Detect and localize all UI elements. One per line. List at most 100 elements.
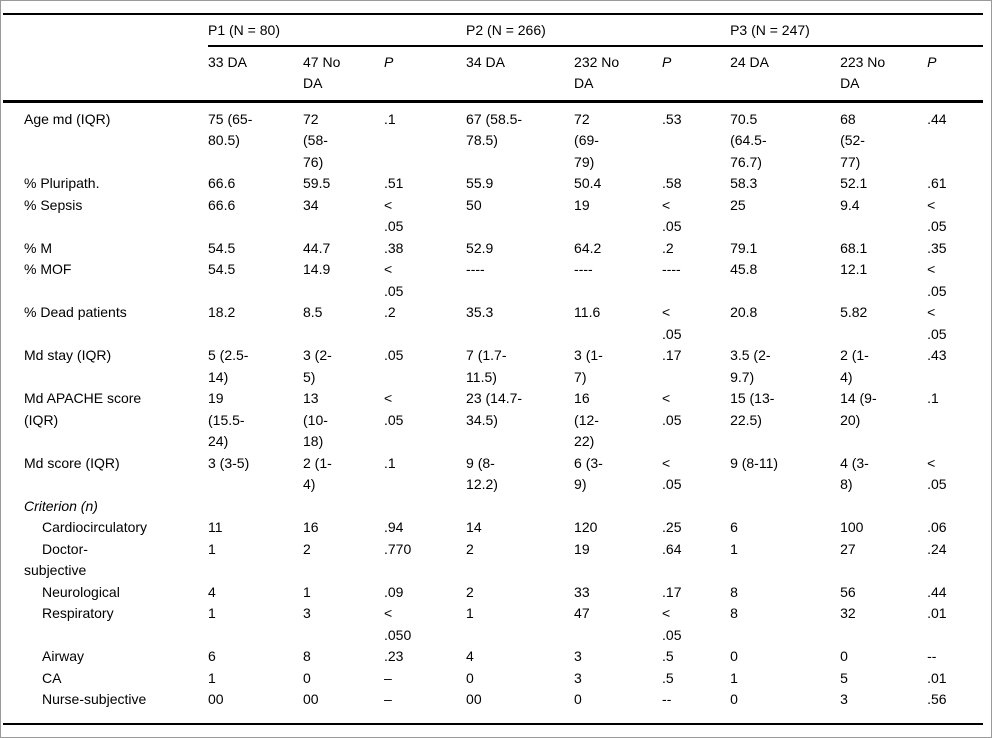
table-cell: 8: [730, 583, 738, 600]
table-cell: 79.1: [730, 239, 758, 256]
table-cell: 67 (58.5- 78.5): [466, 110, 523, 149]
table-row: % M 54.5 44.7 .38 52.9 64.2 .2 79.1 68.1 .35: [3, 238, 983, 260]
table-cell: 00: [466, 691, 482, 707]
table-cell: .2: [384, 304, 396, 320]
table-cell: 9 (8- 12.2): [466, 454, 498, 493]
table-cell: 50: [466, 196, 482, 213]
table-body: Age md (IQR) 75 (65- 80.5) 72 (58- 76) .1 67…: [3, 101, 983, 724]
row-label: Respiratory: [42, 605, 114, 621]
results-table: P1 (N = 80) P2 (N = 266) P3 (N = 247) 33…: [3, 13, 984, 725]
table-cell: 8: [730, 605, 738, 621]
group-header-p2: P2 (N = 266): [466, 13, 731, 47]
column-header-p2-noda: 232 No DA: [574, 45, 663, 103]
table-cell: .05: [384, 347, 404, 363]
table-row: Cardiocirculatory 11 16 .94 14 120 .25 6 100 .06: [3, 517, 983, 539]
table-cell: 3: [303, 605, 311, 621]
subheader-row: 33 DA 47 No DA P 34 DA 232 No DA P 24 DA…: [3, 45, 984, 103]
table-cell: .5: [662, 648, 674, 664]
table-cell: –: [384, 669, 392, 686]
table-cell: < .05: [927, 304, 947, 342]
table-cell: 6: [208, 648, 216, 664]
table-cell: 68.1: [840, 239, 868, 256]
table-cell: < .050: [384, 605, 412, 643]
table-cell: 70.5 (64.5- 76.7): [730, 110, 767, 170]
table-cell: 0: [730, 691, 738, 707]
table-cell: < .05: [384, 390, 404, 428]
table-cell: .17: [662, 347, 682, 363]
table-cell: 66.6: [208, 196, 236, 213]
table-cell: < .05: [384, 196, 404, 235]
table-cell: 52.9: [466, 239, 494, 256]
table-cell: –: [384, 691, 392, 707]
column-header-p3-da: 24 DA: [730, 45, 841, 103]
table-cell: 120: [574, 519, 598, 535]
table-header: P1 (N = 80) P2 (N = 266) P3 (N = 247) 33…: [3, 13, 984, 103]
table-cell: 14: [466, 519, 482, 535]
table-cell: 11: [208, 519, 223, 535]
table-cell: 3 (2- 5): [303, 347, 332, 385]
table-cell: .1: [927, 390, 939, 406]
table-cell: 3: [840, 691, 848, 707]
corner-cell-sub: [3, 45, 208, 103]
column-header-p2-p: P: [662, 45, 731, 103]
table-row: Age md (IQR) 75 (65- 80.5) 72 (58- 76) .1 67…: [3, 101, 983, 173]
row-label: % MOF: [24, 261, 72, 277]
table-cell: 52.1: [840, 175, 868, 191]
table-cell: [303, 496, 384, 518]
table-cell: .58: [662, 175, 682, 191]
table-cell: 11.6: [574, 304, 601, 320]
table-cell: 18.2: [208, 304, 236, 320]
table-cell: 9 (8-11): [730, 454, 779, 471]
table-cell: 54.5: [208, 261, 236, 277]
table-cell: 19: [574, 196, 590, 213]
table-cell: 00: [208, 691, 224, 707]
table-cell: 72 (69- 79): [574, 110, 599, 170]
row-label: Cardiocirculatory: [42, 519, 148, 535]
table-cell: 35.3: [466, 304, 494, 320]
table-row: Md score (IQR) 3 (3-5) 2 (1- 4) .1 9 (8- 12.…: [3, 453, 983, 496]
table-cell: [574, 496, 662, 518]
table-cell: 66.6: [208, 175, 236, 191]
row-label: % Pluripath.: [24, 175, 100, 191]
table-cell: [927, 496, 983, 518]
table-cell: 6 (3- 9): [574, 454, 603, 493]
column-header-p1-da: 33 DA: [208, 45, 303, 103]
row-label: Doctor- subjective: [24, 540, 88, 579]
table-row: Criterion (n): [3, 496, 983, 518]
group-header-p3: P3 (N = 247): [730, 13, 984, 47]
table-cell: 1: [466, 605, 474, 621]
table-cell: .1: [384, 454, 396, 471]
table-cell: 45.8: [730, 261, 758, 277]
table-cell: < .05: [662, 196, 682, 235]
table-cell: 12.1: [840, 261, 868, 277]
table-cell: 16: [303, 519, 319, 535]
table-cell: [662, 496, 730, 518]
table-cell: 2: [303, 540, 311, 557]
table-cell: .23: [384, 648, 404, 664]
table-cell: 27: [840, 540, 856, 557]
row-label: % M: [24, 239, 52, 256]
table-row: Nurse-subjective 00 00–00 0 -- 0 3.56: [3, 689, 983, 724]
table-cell: 1: [303, 583, 311, 600]
row-label: CA: [42, 669, 62, 686]
table-cell: < .05: [662, 304, 682, 342]
table-cell: 0: [303, 669, 311, 686]
table-cell: 5.82: [840, 304, 868, 320]
table-cell: ----: [662, 261, 681, 277]
table-cell: 4 (3- 8): [840, 454, 869, 493]
table-cell: 1: [208, 669, 216, 686]
table-cell: 56: [840, 583, 856, 600]
table-cell: < .05: [662, 454, 682, 493]
table-cell: .43: [927, 347, 947, 363]
row-label: Neurological: [42, 583, 120, 600]
table-cell: 0: [466, 669, 474, 686]
column-header-p1-p: P: [384, 45, 467, 103]
table-cell: 0: [730, 648, 738, 664]
table-cell: 2: [466, 583, 474, 600]
table-cell: 100: [840, 519, 864, 535]
row-label: Md stay (IQR): [24, 347, 112, 363]
column-header-p3-p: P: [927, 45, 984, 103]
table-cell: 0: [574, 691, 582, 707]
table-cell: .64: [662, 540, 682, 557]
